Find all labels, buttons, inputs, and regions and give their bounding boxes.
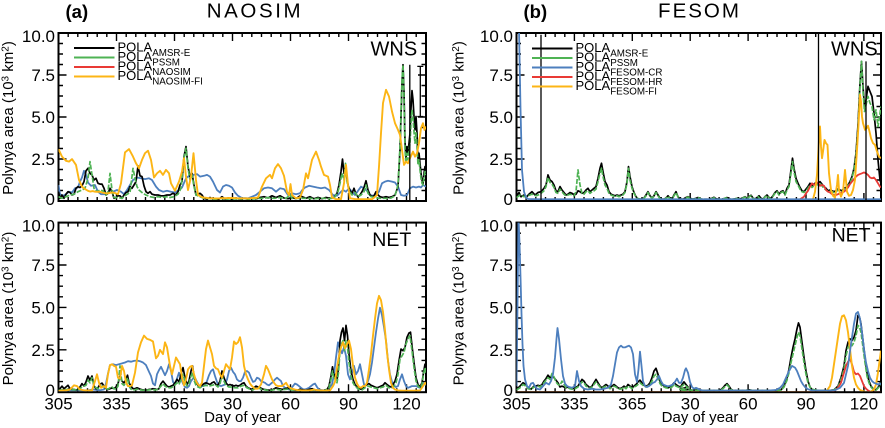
svg-text:30: 30 — [681, 395, 700, 414]
svg-text:10.0: 10.0 — [22, 27, 55, 46]
svg-text:(b): (b) — [524, 1, 548, 22]
svg-text:7.5: 7.5 — [489, 256, 513, 275]
svg-text:365: 365 — [160, 395, 188, 414]
svg-text:90: 90 — [339, 395, 358, 414]
svg-text:335: 335 — [560, 395, 588, 414]
svg-text:Day of year: Day of year — [662, 409, 739, 426]
svg-text:2.5: 2.5 — [31, 341, 55, 360]
svg-text:60: 60 — [739, 395, 758, 414]
svg-text:305: 305 — [502, 395, 530, 414]
svg-text:120: 120 — [850, 395, 878, 414]
svg-text:Polynya area (103 km2): Polynya area (103 km2) — [451, 41, 468, 195]
svg-text:NET: NET — [832, 225, 871, 247]
svg-text:0: 0 — [46, 190, 55, 209]
svg-text:Day of year: Day of year — [204, 409, 281, 426]
svg-text:60: 60 — [281, 395, 300, 414]
svg-text:Polynya area (103 km2): Polynya area (103 km2) — [0, 41, 17, 195]
svg-text:120: 120 — [392, 395, 420, 414]
svg-text:365: 365 — [618, 395, 646, 414]
svg-text:7.5: 7.5 — [31, 66, 55, 85]
svg-text:90: 90 — [797, 395, 816, 414]
svg-text:7.5: 7.5 — [31, 256, 55, 275]
svg-text:5.0: 5.0 — [489, 298, 513, 317]
svg-text:FESOM: FESOM — [658, 0, 741, 23]
svg-text:WNS: WNS — [371, 39, 418, 61]
svg-text:WNS: WNS — [831, 39, 878, 61]
svg-text:2.5: 2.5 — [31, 150, 55, 169]
svg-text:2.5: 2.5 — [489, 150, 513, 169]
svg-text:0: 0 — [504, 381, 513, 400]
svg-text:7.5: 7.5 — [489, 66, 513, 85]
svg-text:5.0: 5.0 — [31, 298, 55, 317]
svg-text:305: 305 — [44, 395, 72, 414]
svg-text:(a): (a) — [66, 1, 89, 22]
svg-text:2.5: 2.5 — [489, 341, 513, 360]
svg-text:10.0: 10.0 — [480, 217, 513, 236]
svg-text:0: 0 — [46, 381, 55, 400]
svg-text:10.0: 10.0 — [480, 27, 513, 46]
svg-text:5.0: 5.0 — [489, 108, 513, 127]
svg-text:30: 30 — [223, 395, 242, 414]
svg-text:5.0: 5.0 — [31, 108, 55, 127]
svg-text:NET: NET — [372, 229, 411, 251]
svg-text:Polynya area (103 km2): Polynya area (103 km2) — [451, 232, 468, 386]
svg-text:10.0: 10.0 — [22, 217, 55, 236]
svg-text:335: 335 — [102, 395, 130, 414]
svg-text:NAOSIM: NAOSIM — [207, 0, 303, 23]
svg-text:0: 0 — [504, 190, 513, 209]
svg-text:Polynya area (103 km2): Polynya area (103 km2) — [0, 232, 17, 386]
